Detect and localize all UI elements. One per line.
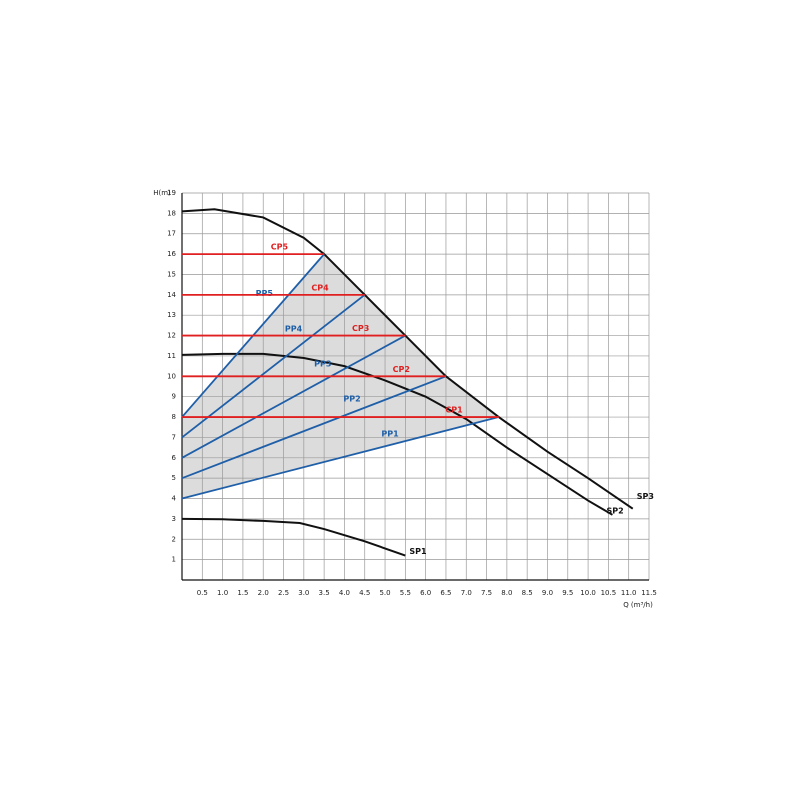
- x-tick-label: 0.5: [197, 589, 208, 597]
- series-label: SP2: [606, 506, 623, 515]
- y-tick-label: 5: [172, 474, 176, 482]
- x-tick-label: 5.0: [379, 589, 390, 597]
- y-tick-label: 14: [167, 291, 176, 299]
- x-tick-label: 4.5: [359, 589, 370, 597]
- series-label: SP3: [637, 492, 654, 501]
- x-tick-label: 9.0: [542, 589, 553, 597]
- series-line: [181, 375, 447, 479]
- y-tick-label: 3: [172, 515, 176, 523]
- series-line: [181, 334, 406, 459]
- series-label: CP2: [393, 365, 410, 374]
- x-tick-label: 4.0: [339, 589, 350, 597]
- y-tick-label: 16: [167, 250, 176, 258]
- y-tick-label: 2: [172, 535, 176, 543]
- x-tick-label: 11.5: [641, 589, 657, 597]
- x-tick-label: 10.5: [601, 589, 617, 597]
- x-tick-label: 8.0: [501, 589, 512, 597]
- x-tick-label: 2.5: [278, 589, 289, 597]
- x-tick-label: 8.5: [522, 589, 533, 597]
- y-tick-label: 9: [172, 393, 176, 401]
- x-tick-label: 9.5: [562, 589, 573, 597]
- series-label: CP1: [445, 406, 463, 415]
- series-line: [181, 517, 406, 557]
- y-tick-label: 18: [167, 209, 176, 217]
- y-tick-label: 11: [167, 352, 176, 360]
- y-tick-label: 19: [167, 189, 176, 197]
- series-line: [181, 352, 613, 516]
- y-tick-label: 10: [167, 372, 176, 380]
- y-tick-label: 1: [172, 556, 176, 564]
- series-label: PP4: [285, 324, 303, 333]
- series-label: PP3: [314, 359, 331, 368]
- series-line: [181, 416, 499, 500]
- y-tick-label: 13: [167, 311, 176, 319]
- series-label: PP2: [343, 394, 360, 403]
- x-tick-label: 7.5: [481, 589, 492, 597]
- x-tick-label: 1.0: [217, 589, 228, 597]
- x-tick-label: 6.5: [440, 589, 451, 597]
- x-tick-label: 7.0: [461, 589, 472, 597]
- series-label: PP1: [381, 429, 399, 438]
- y-axis-label: H(m): [153, 189, 171, 197]
- series-label: SP1: [409, 547, 427, 556]
- series-label: CP5: [271, 243, 289, 252]
- x-tick-label: 5.5: [400, 589, 411, 597]
- y-tick-label: 17: [167, 230, 176, 238]
- x-tick-label: 3.5: [319, 589, 330, 597]
- y-tick-label: 4: [172, 495, 177, 503]
- x-tick-label: 11.0: [621, 589, 637, 597]
- y-tick-label: 15: [167, 270, 176, 278]
- x-tick-label: 6.0: [420, 589, 431, 597]
- series-label: CP3: [352, 324, 369, 333]
- y-tick-label: 12: [167, 332, 176, 340]
- series-label: CP4: [311, 283, 329, 292]
- x-tick-label: 10.0: [580, 589, 596, 597]
- y-tick-label: 6: [172, 454, 177, 462]
- series-line: [181, 294, 366, 439]
- y-tick-label: 8: [172, 413, 176, 421]
- x-tick-label: 1.5: [237, 589, 248, 597]
- x-tick-label: 2.0: [258, 589, 269, 597]
- series-line: [181, 208, 634, 510]
- y-tick-label: 7: [172, 433, 176, 441]
- x-axis-label: Q (m³/h): [623, 601, 653, 609]
- x-tick-label: 3.0: [298, 589, 309, 597]
- series-label: PP5: [256, 289, 274, 298]
